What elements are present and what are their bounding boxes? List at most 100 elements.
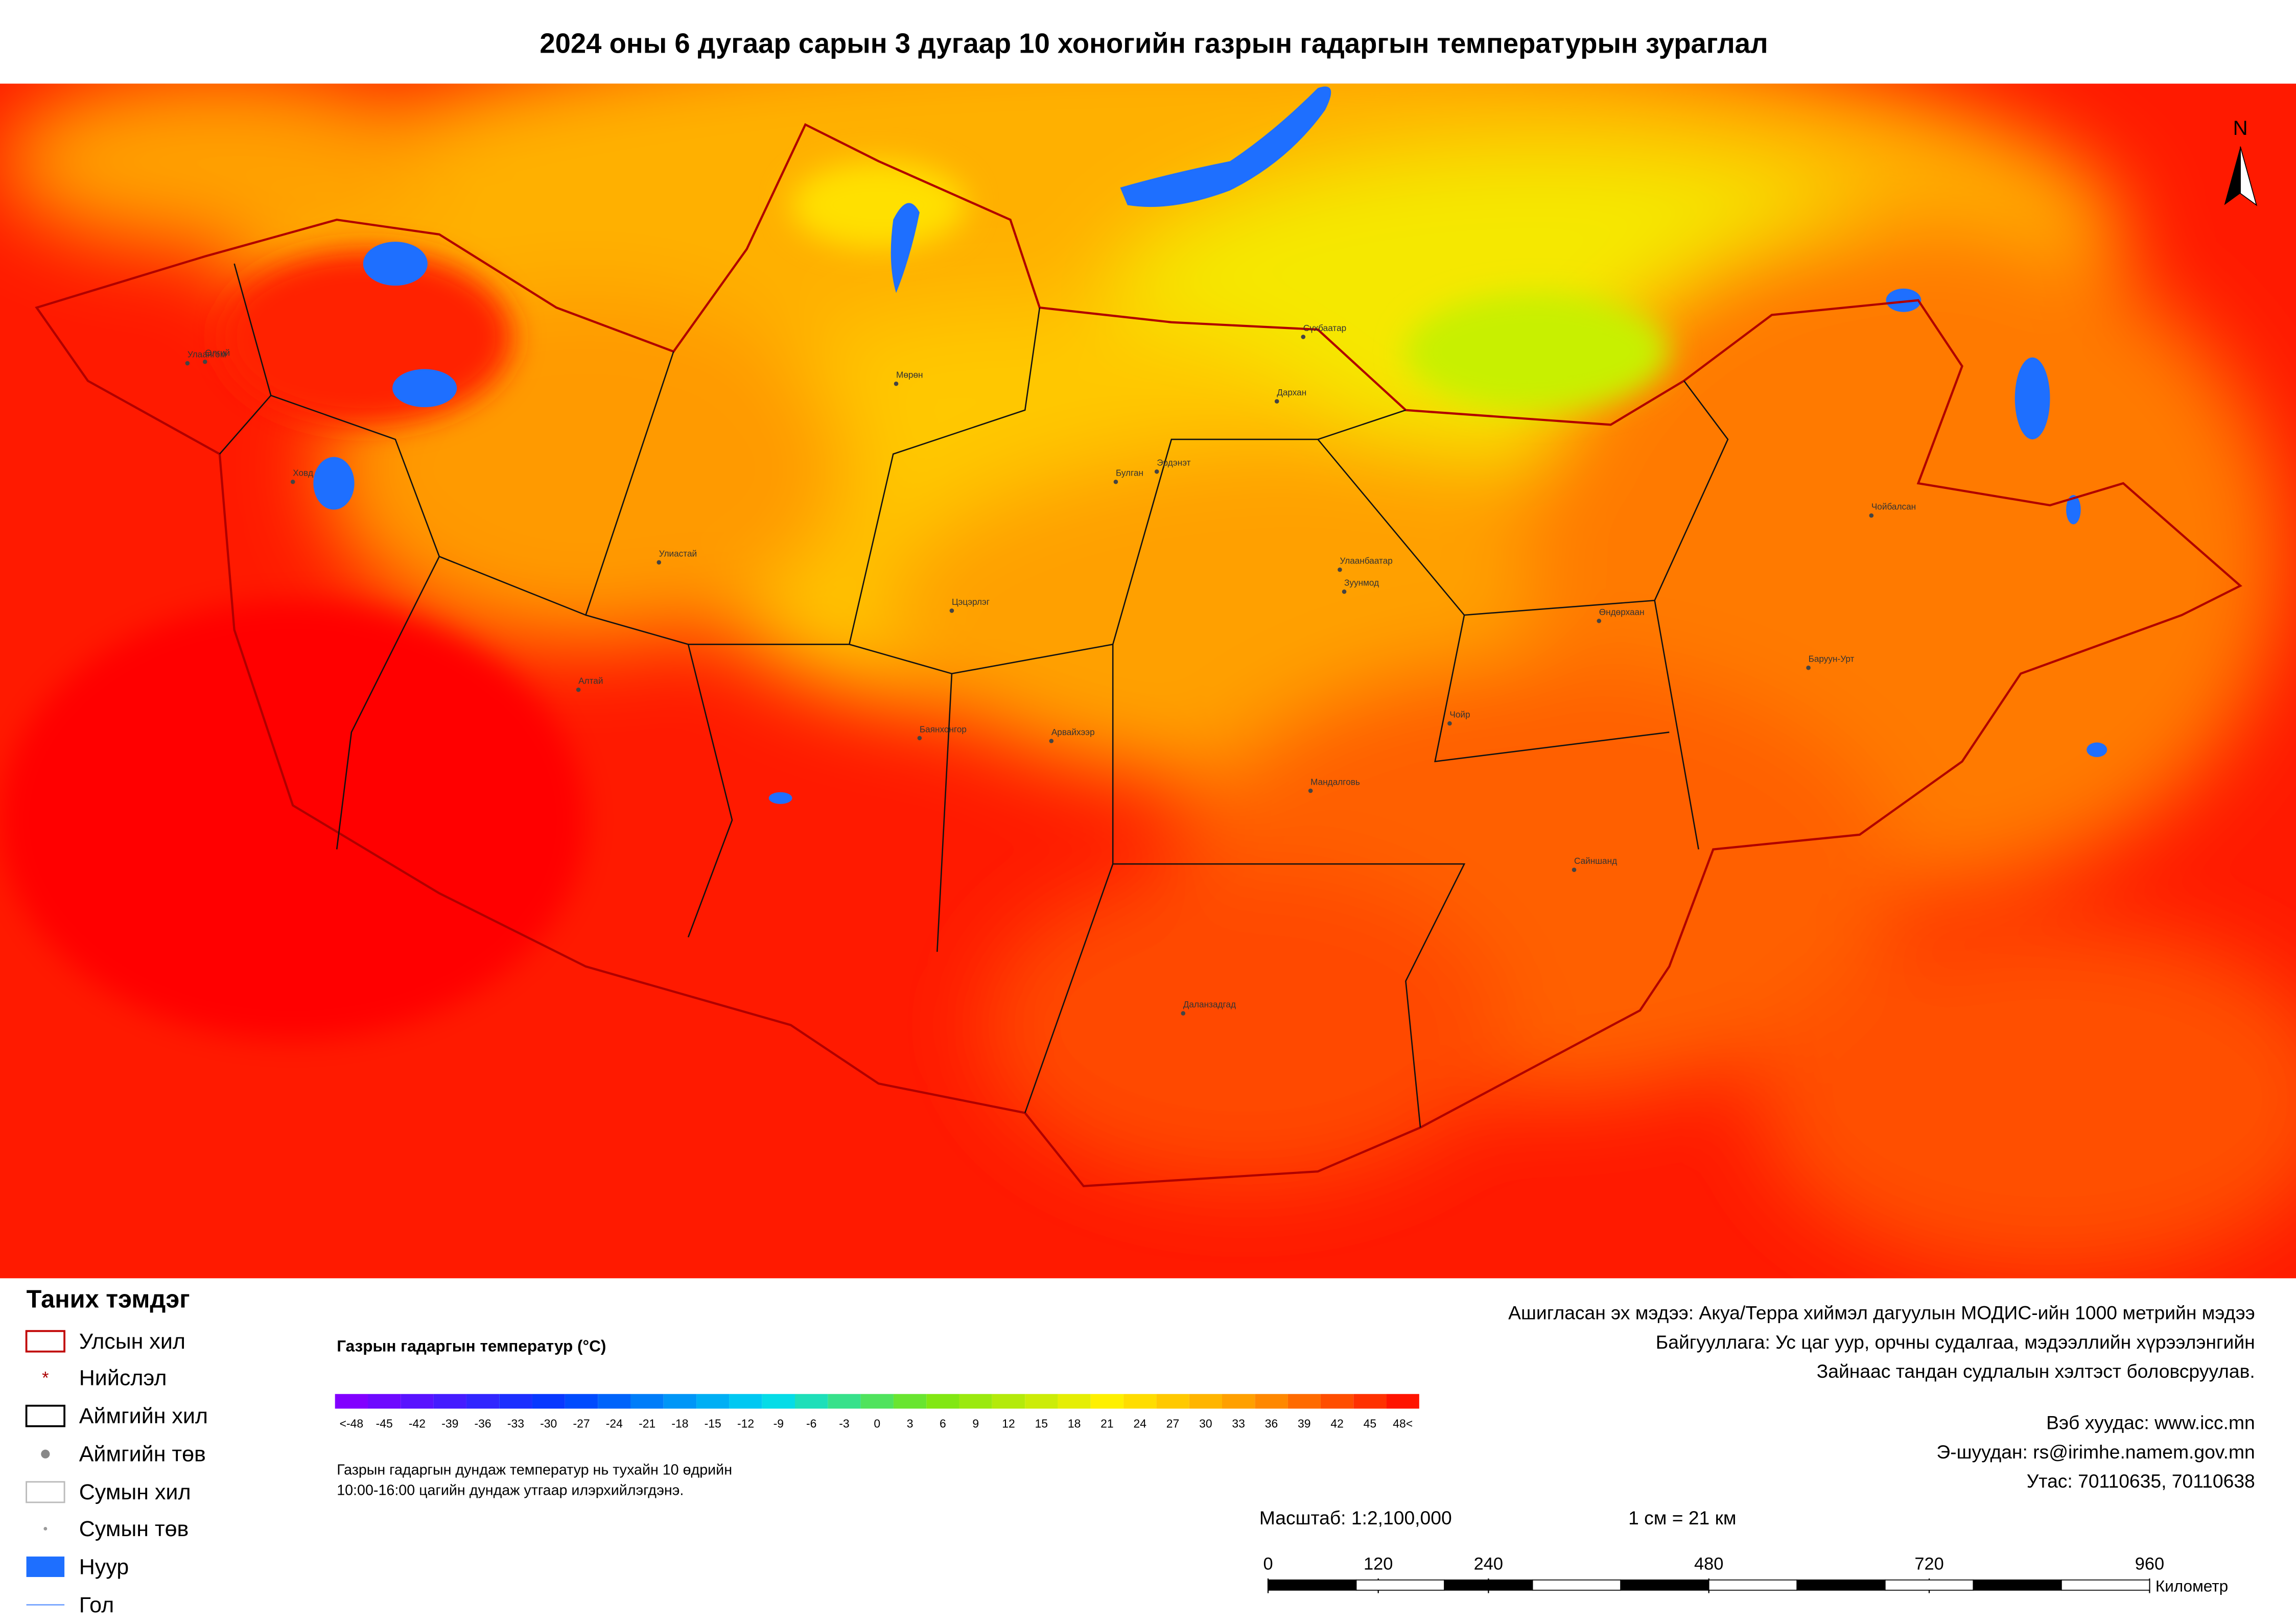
- colorbar-label: 39: [1298, 1417, 1310, 1430]
- colorbar-label: 6: [940, 1417, 946, 1430]
- scale-tick-label: 480: [1694, 1555, 1723, 1574]
- scale-equivalence: 1 см = 21 км: [1628, 1507, 1736, 1528]
- colorbar-cell: [598, 1394, 631, 1409]
- colorbar-cell: [828, 1394, 861, 1409]
- legend-symbol: [41, 1449, 50, 1458]
- place-label: Цэцэрлэг: [952, 597, 990, 607]
- legend-symbol: [26, 1556, 65, 1578]
- aimag-center: [1113, 479, 1118, 484]
- source-line: Байгууллага: Ус цаг уур, орчны судалгаа,…: [1656, 1331, 2255, 1353]
- legend-label: Нуур: [79, 1555, 129, 1579]
- scale-tick-label: 120: [1364, 1555, 1393, 1574]
- colorbar-cell: [565, 1394, 598, 1409]
- colorbar-label: -45: [376, 1417, 393, 1430]
- contact-line: Вэб хуудас: www.icc.mn: [2046, 1412, 2255, 1433]
- legend-label: Сумын төв: [79, 1517, 189, 1541]
- scale-segment: [1268, 1579, 1357, 1591]
- colorbar-label: -24: [606, 1417, 623, 1430]
- aimag-center: [1572, 867, 1577, 873]
- colorbar-label: 18: [1068, 1417, 1081, 1430]
- national-border: [35, 123, 2242, 1187]
- colorbar-label: -12: [737, 1417, 754, 1430]
- colorbar-cell: [433, 1394, 466, 1409]
- colorbar-cell: [1025, 1394, 1058, 1409]
- colorbar-label: 45: [1364, 1417, 1376, 1430]
- scale-segment: [1796, 1579, 1886, 1591]
- colorbar-label: -21: [639, 1417, 655, 1430]
- place-label: Сайншанд: [1574, 856, 1617, 866]
- aimag-center: [1338, 567, 1342, 572]
- scale-tick-label: 240: [1474, 1555, 1503, 1574]
- colorbar-cell: [1058, 1394, 1091, 1409]
- colorbar-label: -42: [409, 1417, 426, 1430]
- colorbar-cell: [1156, 1394, 1189, 1409]
- colorbar-label: -15: [705, 1417, 721, 1430]
- aimag-center: [1301, 335, 1306, 339]
- colorbar-label: 36: [1265, 1417, 1278, 1430]
- colorbar-label: 12: [1002, 1417, 1015, 1430]
- aimag-center: [290, 479, 295, 484]
- north-arrow: [2240, 146, 2258, 206]
- colorbar-cell: [1287, 1394, 1321, 1409]
- source-line: Зайнаас тандан судлалын хэлтэст боловсру…: [1817, 1360, 2255, 1382]
- place-label: Дархан: [1277, 387, 1306, 397]
- colorbar-cell: [401, 1394, 434, 1409]
- map-title: 2024 оны 6 дугаар сарын 3 дугаар 10 хоно…: [540, 28, 1768, 59]
- colorbar-cell: [630, 1394, 664, 1409]
- colorbar-cell: [1320, 1394, 1354, 1409]
- place-label: Зуунмод: [1344, 578, 1379, 588]
- place-label: Арвайхээр: [1051, 727, 1095, 737]
- scale-tick-label: 960: [2135, 1555, 2164, 1574]
- lakes: [313, 86, 2107, 804]
- north-arrow: [2224, 146, 2241, 205]
- colorbar-cell: [532, 1394, 565, 1409]
- scale-segment: [1973, 1579, 2062, 1591]
- aimag-center: [1154, 469, 1159, 474]
- colorbar-cell: [499, 1394, 532, 1409]
- colorbar-label: -30: [540, 1417, 557, 1430]
- colorbar-label: 42: [1330, 1417, 1343, 1430]
- place-label: Мандалговь: [1310, 776, 1360, 787]
- scale-segment: [1355, 1579, 1445, 1591]
- aimag-center: [894, 381, 899, 386]
- colorbar-label: -18: [671, 1417, 688, 1430]
- source-line: Ашигласан эх мэдээ: Акуа/Терра хиймэл да…: [1508, 1302, 2255, 1324]
- aimag-center: [202, 359, 207, 364]
- scale-segment: [1884, 1579, 1974, 1591]
- legend-title: Таних тэмдэг: [27, 1286, 190, 1313]
- colorbar-label: 27: [1166, 1417, 1179, 1430]
- place-label: Улиастай: [659, 548, 697, 558]
- scale-text: Масштаб: 1:2,100,000: [1259, 1507, 1452, 1528]
- scale-segment: [1532, 1579, 1622, 1591]
- colorbar-label: 9: [972, 1417, 979, 1430]
- colorbar-label: 21: [1100, 1417, 1113, 1430]
- place-label: Булган: [1116, 468, 1143, 478]
- colorbar-cell: [663, 1394, 697, 1409]
- aimag-center: [185, 361, 190, 366]
- colorbar-cell: [729, 1394, 762, 1409]
- contact-line: Э-шуудан: rs@irimhe.namem.gov.mn: [1936, 1441, 2255, 1463]
- place-label: Баруун-Урт: [1809, 654, 1855, 664]
- legend-label: Гол: [79, 1593, 114, 1617]
- north-label: N: [2233, 116, 2248, 139]
- colorbar-cell: [1353, 1394, 1387, 1409]
- colorbar-cell: [1255, 1394, 1288, 1409]
- place-label: Ховд: [293, 468, 313, 478]
- scale-tick-label: 720: [1914, 1555, 1943, 1574]
- colorbar-cell: [466, 1394, 500, 1409]
- aimag-center: [1181, 1011, 1186, 1016]
- colorbar-label: 3: [907, 1417, 913, 1430]
- scale-segment: [1444, 1579, 1533, 1591]
- place-label: Чойр: [1449, 710, 1470, 720]
- place-label: Сүхбаатар: [1303, 323, 1346, 333]
- aimag-center: [1342, 589, 1347, 594]
- scale-segment: [1620, 1579, 1709, 1591]
- aimag-center: [1869, 513, 1874, 518]
- aimag-center: [1597, 619, 1602, 623]
- legend-label: Сумын хил: [79, 1480, 191, 1504]
- colorbar-cell: [926, 1394, 959, 1409]
- place-label: Мөрөн: [896, 370, 923, 380]
- aimag-center: [917, 736, 922, 741]
- temperature-raster: [0, 83, 2296, 1279]
